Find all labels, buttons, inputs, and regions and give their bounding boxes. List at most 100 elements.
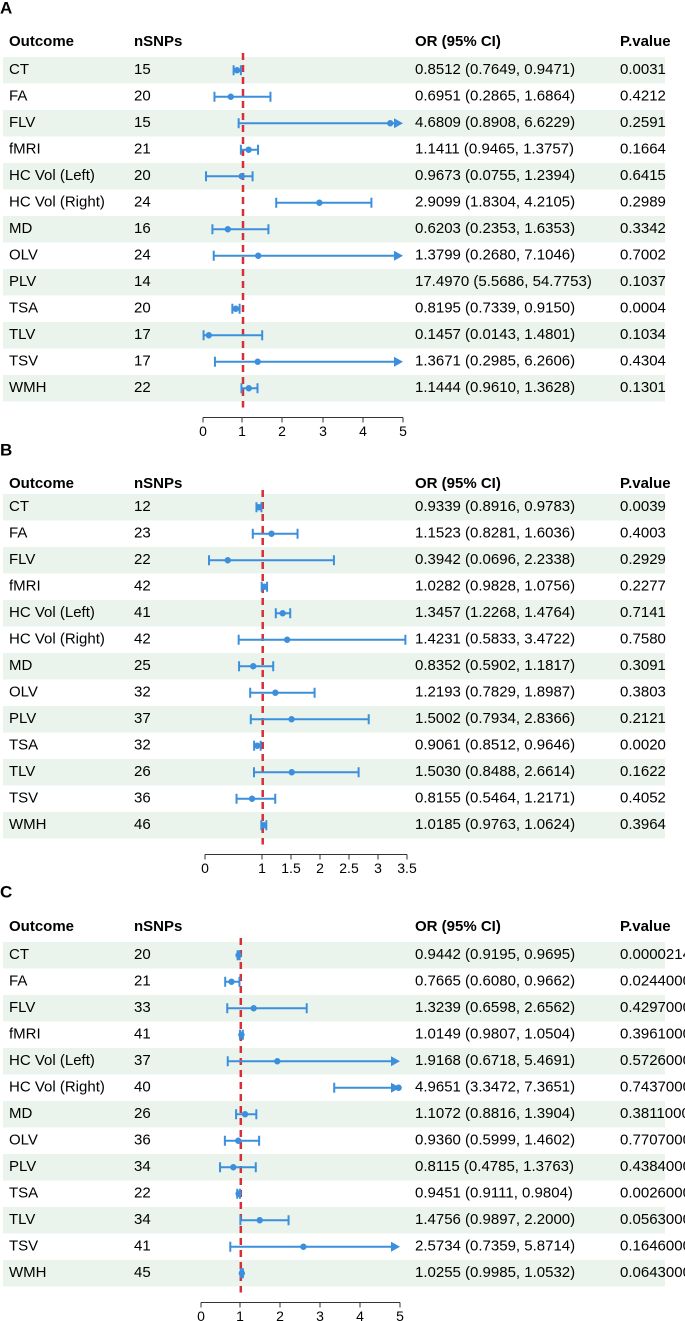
outcome-label: WMH [9,1264,47,1281]
or-point [255,504,263,511]
outcome-label: TLV [9,763,35,780]
outcome-label: HC Vol (Right) [9,631,105,648]
ci-bar [212,250,403,261]
or-ci-value: 0.7665 (0.6080, 0.9662) [415,973,575,990]
or-ci-value: 0.8512 (0.7649, 0.9471) [415,61,575,78]
row-band [3,375,665,402]
nsnps-value: 16 [134,220,151,237]
nsnps-value: 25 [134,657,151,674]
pvalue-value: 0.4003 [620,525,666,542]
outcome-label: FA [9,525,27,542]
or-point [254,742,261,749]
ci-arrow [394,356,403,367]
nsnps-value: 15 [134,114,151,131]
or-point [260,822,267,829]
or-ci-value: 0.1457 (0.0143, 1.4801) [415,326,575,343]
or-ci-value: 1.1072 (0.8816, 1.3904) [415,1105,575,1122]
or-point [235,1190,242,1197]
nsnps-value: 22 [134,379,151,396]
pvalue-value: 0.1037 [620,273,666,290]
nsnps-value: 34 [134,1158,151,1175]
pvalue-value: 0.1646000 [620,1238,685,1255]
or-ci-value: 1.0149 (0.9807, 1.0504) [415,1026,575,1043]
nsnps-value: 20 [134,300,151,317]
nsnps-value: 23 [134,525,151,542]
or-ci-value: 0.6203 (0.2353, 1.6353) [415,220,575,237]
row-band [3,812,665,839]
x-tick-label: 3 [374,860,382,876]
row-band [3,269,665,296]
outcome-label: FLV [9,114,35,131]
pvalue-value: 0.3964 [620,816,666,833]
or-ci-value: 0.6951 (0.2865, 1.6864) [415,88,575,105]
outcome-label: WMH [9,379,47,396]
pvalue-value: 0.0000214 [620,946,685,963]
pvalue-value: 0.5726000 [620,1052,685,1069]
nsnps-header: nSNPs [134,918,182,935]
outcome-label: HC Vol (Left) [9,167,95,184]
outcome-label: MD [9,657,32,674]
ci-bar [237,634,407,645]
outcome-label: TSV [9,353,38,370]
outcome-label: PLV [9,710,36,727]
or-ci-value: 0.9673 (0.0755, 1.2394) [415,167,575,184]
pvalue-value: 0.7002 [620,247,666,264]
x-tick-label: 2 [278,423,286,439]
nsnps-header: nSNPs [134,475,182,492]
outcome-label: FLV [9,999,35,1016]
or-ci-value: 4.9651 (3.3472, 7.3651) [415,1079,575,1096]
or-point [224,226,232,233]
outcome-label: TSV [9,790,38,807]
pvalue-value: 0.3961000 [620,1026,685,1043]
or-point [395,1084,402,1091]
pvalue-value: 0.0004 [620,300,666,317]
or-ci-value: 1.1523 (0.8281, 1.6036) [415,525,575,542]
pvalue-header: P.value [620,33,671,50]
nsnps-value: 12 [134,498,151,515]
nsnps-value: 42 [134,631,151,648]
outcome-label: OLV [9,1132,38,1149]
pvalue-value: 0.1664 [620,141,666,158]
or-ci-value: 1.3671 (0.2985, 6.2606) [415,353,575,370]
row-band [3,322,665,349]
nsnps-value: 46 [134,816,151,833]
nsnps-value: 37 [134,710,151,727]
nsnps-value: 32 [134,684,151,701]
outcome-label: CT [9,61,29,78]
or-ci-value: 0.8352 (0.5902, 1.1817) [415,657,575,674]
or-ci-value: 1.0185 (0.9763, 1.0624) [415,816,575,833]
outcome-label: WMH [9,816,47,833]
x-tick-label: 1 [236,1308,244,1321]
x-tick-label: 2.5 [339,860,359,876]
ci-arrow [394,118,403,129]
outcome-label: TLV [9,1211,35,1228]
ci-arrow [391,1056,400,1067]
or-point [224,557,231,564]
nsnps-value: 45 [134,1264,151,1281]
or-point [227,93,235,100]
x-tick-label: 4 [359,423,367,439]
x-tick-label: 3 [316,1308,324,1321]
nsnps-value: 36 [134,790,151,807]
outcome-header: Outcome [9,475,74,492]
pvalue-value: 0.6415 [620,167,666,184]
or-ci-value: 1.1444 (0.9610, 1.3628) [415,379,575,396]
pvalue-header: P.value [620,475,671,492]
or-point [235,952,242,959]
outcome-label: FA [9,973,27,990]
outcome-label: HC Vol (Left) [9,1052,95,1069]
pvalue-value: 0.2121 [620,710,666,727]
panel-letter: B [0,440,12,459]
nsnps-value: 20 [134,946,151,963]
or-ci-value: 1.5002 (0.7934, 2.8366) [415,710,575,727]
or-ci-value: 0.9442 (0.9195, 0.9695) [415,946,575,963]
or-ci-value: 0.9451 (0.9111, 0.9804) [415,1185,573,1202]
row-band [3,1101,665,1128]
nsnps-value: 20 [134,167,151,184]
outcome-label: FA [9,88,27,105]
or-ci-value: 17.4970 (5.5686, 54.7753) [415,273,592,290]
or-point [245,146,252,153]
